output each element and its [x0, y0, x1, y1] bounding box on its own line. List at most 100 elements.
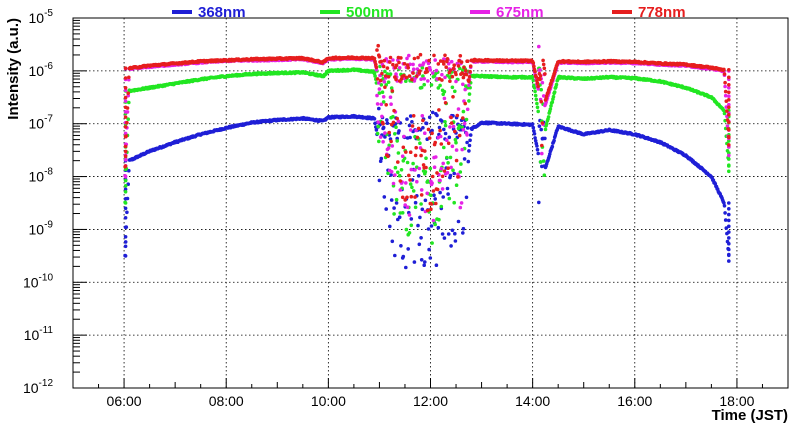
data-point [394, 201, 399, 205]
data-point [377, 106, 381, 111]
data-point [395, 139, 400, 143]
data-point [460, 147, 465, 152]
data-point [409, 167, 414, 172]
data-point [446, 161, 450, 165]
data-point [536, 87, 540, 91]
data-point [377, 139, 381, 144]
data-point [533, 89, 537, 94]
edge-point [123, 187, 128, 192]
data-point [385, 121, 390, 125]
data-point [452, 63, 457, 67]
data-point [450, 74, 455, 79]
data-point [126, 91, 130, 95]
data-point [127, 168, 131, 173]
data-point [418, 69, 422, 73]
data-point [544, 96, 548, 101]
data-point [451, 124, 456, 129]
data-point [421, 118, 425, 123]
data-point [394, 197, 399, 202]
data-point [440, 119, 444, 123]
y-tick-base: 10 [29, 221, 45, 237]
data-point [549, 104, 553, 108]
data-point [400, 211, 405, 215]
data-point [393, 253, 397, 258]
data-point [419, 153, 423, 158]
data-point [540, 80, 545, 85]
edge-point [727, 102, 731, 107]
data-point [402, 62, 407, 66]
data-point [464, 69, 468, 73]
data-point [430, 241, 434, 245]
data-point [423, 198, 428, 203]
edge-point [123, 225, 128, 230]
data-point [445, 170, 450, 175]
data-point [437, 217, 441, 222]
data-point [434, 263, 439, 268]
y-tick-label: 10-8 [29, 167, 54, 185]
y-tick-base: 10 [23, 274, 39, 290]
edge-point [727, 224, 731, 229]
data-point [407, 53, 411, 58]
edge-point [727, 212, 731, 217]
data-point [397, 60, 401, 65]
data-point [404, 75, 409, 80]
data-point [443, 53, 447, 58]
data-point [405, 63, 410, 67]
edge-point [727, 153, 731, 158]
data-point [446, 232, 451, 236]
y-tick-base: 10 [29, 63, 45, 79]
y-tick-exponent: -6 [44, 61, 53, 72]
edge-point [727, 253, 731, 258]
data-point [552, 90, 557, 94]
data-point [534, 97, 539, 102]
data-point [398, 188, 403, 192]
data-point [538, 74, 543, 78]
data-point [377, 87, 382, 91]
data-point [531, 78, 536, 83]
data-point [551, 94, 556, 99]
x-axis-title: Time (JST) [712, 407, 788, 424]
data-point [535, 147, 540, 152]
data-point [417, 242, 422, 247]
edge-point [727, 143, 731, 147]
y-tick-base: 10 [23, 380, 39, 396]
data-point [453, 239, 458, 243]
data-point [533, 69, 537, 74]
data-point [393, 165, 398, 170]
data-point [537, 124, 542, 128]
data-point [385, 118, 389, 122]
legend-label-778nm: 778nm [638, 4, 686, 21]
data-point [428, 166, 433, 171]
data-point [542, 66, 547, 71]
data-point [415, 74, 419, 78]
data-point [409, 217, 414, 221]
data-point [123, 240, 128, 244]
data-point [463, 87, 468, 92]
data-point [535, 101, 539, 106]
y-tick-label: 10-11 [24, 325, 54, 343]
data-point [432, 193, 436, 197]
data-point [439, 204, 444, 209]
y-tick-label: 10-7 [29, 114, 54, 132]
data-point [390, 144, 395, 148]
data-point [436, 62, 441, 66]
data-point [449, 59, 454, 64]
data-point [723, 93, 728, 98]
data-point [543, 136, 547, 141]
data-point [446, 166, 450, 170]
data-point [405, 160, 410, 165]
data-point [535, 105, 540, 110]
data-point [127, 75, 131, 80]
data-point [386, 75, 391, 79]
data-point [423, 131, 427, 135]
data-point [381, 122, 385, 126]
data-point [396, 160, 400, 164]
edge-point [727, 218, 731, 223]
edge-point [123, 178, 128, 183]
x-tick-label: 08:00 [209, 393, 244, 409]
data-point [378, 159, 383, 163]
data-point [420, 114, 425, 118]
data-point [440, 187, 445, 191]
data-point [451, 95, 455, 99]
